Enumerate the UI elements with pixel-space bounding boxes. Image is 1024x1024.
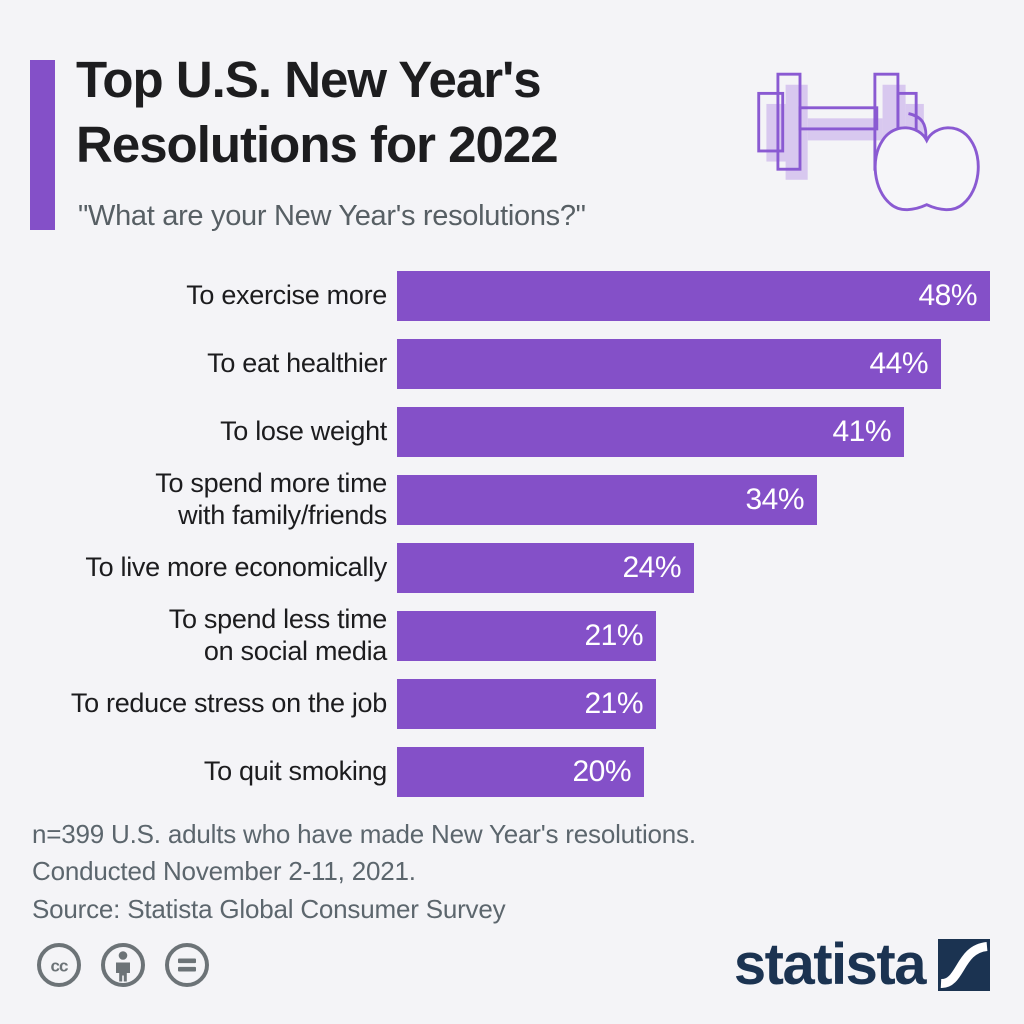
fieldwork-note: Conducted November 2-11, 2021.: [32, 856, 416, 886]
chart-row: To quit smoking 20%: [30, 738, 994, 806]
license-icons: cc: [35, 941, 211, 989]
no-derivatives-icon[interactable]: [163, 941, 211, 989]
bar-value: 48%: [918, 279, 977, 312]
bar: 48%: [397, 271, 990, 321]
title-accent-bar: [30, 60, 55, 230]
chart-row: To exercise more 48%: [30, 262, 994, 330]
bar-value: 34%: [745, 483, 804, 516]
apple-outline: [873, 112, 980, 212]
bar: 21%: [397, 611, 656, 661]
bar-label: To live more economically: [85, 552, 387, 583]
chart-row: To lose weight 41%: [30, 398, 994, 466]
bar-value: 44%: [869, 347, 928, 380]
creative-commons-icon[interactable]: cc: [35, 941, 83, 989]
bar-label: To eat healthier: [207, 348, 387, 379]
survey-question-subtitle: "What are your New Year's resolutions?": [78, 200, 586, 232]
bar-track: 21%: [397, 611, 994, 661]
bar-label: To reduce stress on the job: [70, 688, 387, 719]
bar-value: 21%: [584, 619, 643, 652]
bar-value: 41%: [832, 415, 891, 448]
bar: 20%: [397, 747, 644, 797]
bar-label: To spend more time with family/friends: [155, 468, 387, 530]
cc-glyph: cc: [51, 957, 68, 976]
title-line-1: Top U.S. New Year's: [76, 51, 542, 108]
footnote-block: n=399 U.S. adults who have made New Year…: [32, 816, 696, 928]
chart-row: To eat healthier 44%: [30, 330, 994, 398]
bar-label: To spend less time on social media: [168, 604, 388, 666]
bar: 34%: [397, 475, 817, 525]
bar-track: 24%: [397, 543, 994, 593]
bar-label: To exercise more: [186, 280, 387, 311]
chart-row: To spend more time with family/friends 34%: [30, 466, 994, 534]
sample-note: n=399 U.S. adults who have made New Year…: [32, 819, 696, 849]
statista-logo[interactable]: statista: [734, 936, 990, 994]
bar-track: 41%: [397, 407, 994, 457]
dumbbell-apple-icon: [728, 52, 1016, 230]
bar-value: 24%: [622, 551, 681, 584]
chart-row: To spend less time on social media 21%: [30, 602, 994, 670]
bar: 41%: [397, 407, 904, 457]
bar: 44%: [397, 339, 941, 389]
bar-label: To lose weight: [220, 416, 387, 447]
bar-label: To quit smoking: [203, 756, 387, 787]
bar-chart: To exercise more 48% To eat healthier 44% To…: [30, 262, 994, 806]
source-note: Source: Statista Global Consumer Survey: [32, 894, 506, 924]
bar-track: 44%: [397, 339, 994, 389]
bar-value: 21%: [584, 687, 643, 720]
chart-row: To reduce stress on the job 21%: [30, 670, 994, 738]
statista-logo-mark: [938, 939, 990, 991]
bar-track: 20%: [397, 747, 994, 797]
statista-logo-text: statista: [733, 932, 927, 997]
title-line-2: Resolutions for 2022: [76, 115, 559, 173]
attribution-icon[interactable]: [99, 941, 147, 989]
page-title: Top U.S. New Year's Resolutions for 2022: [76, 48, 559, 178]
bar: 21%: [397, 679, 656, 729]
bar-track: 34%: [397, 475, 994, 525]
chart-row: To live more economically 24%: [30, 534, 994, 602]
bar-track: 48%: [397, 271, 994, 321]
bar-track: 21%: [397, 679, 994, 729]
bar-value: 20%: [572, 755, 631, 788]
bar: 24%: [397, 543, 694, 593]
